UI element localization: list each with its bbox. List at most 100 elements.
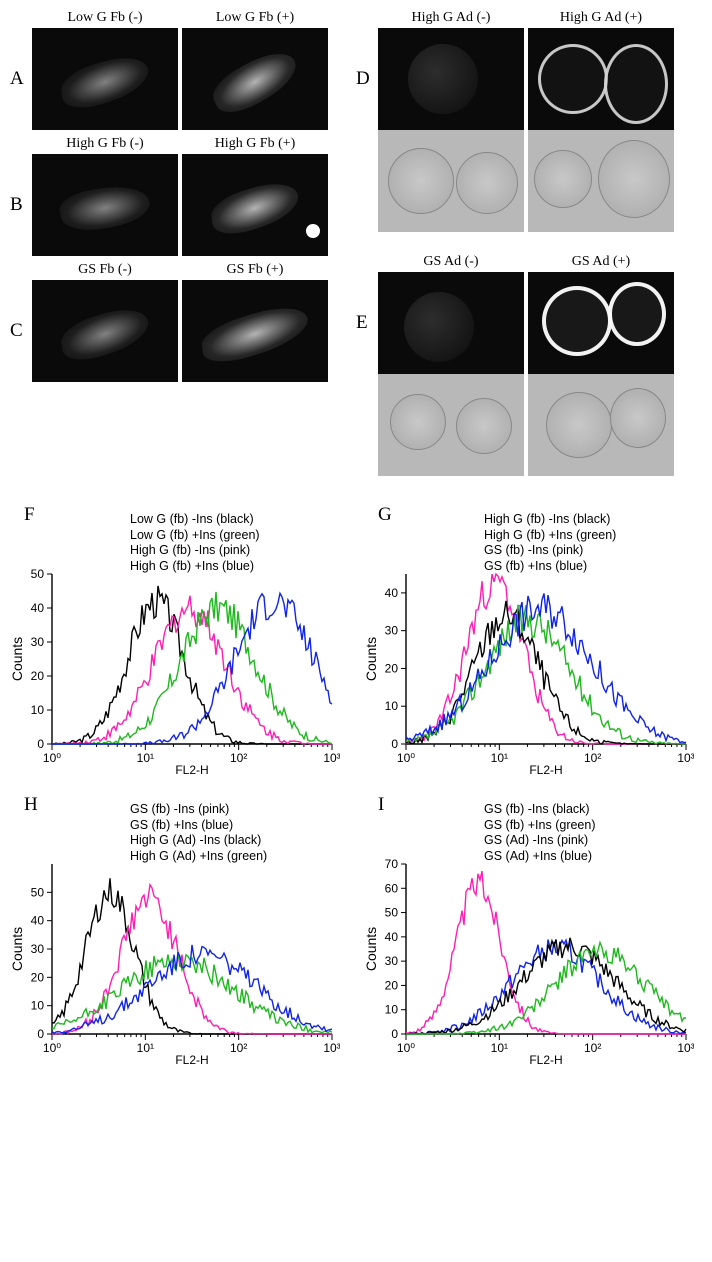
svg-text:10³: 10³ xyxy=(323,751,340,765)
panel-E-left-label: GS Ad (-) xyxy=(378,254,524,272)
svg-text:10: 10 xyxy=(31,999,45,1013)
svg-text:10³: 10³ xyxy=(323,1041,340,1055)
panel-E-fluor-neg xyxy=(378,272,524,374)
svg-text:10¹: 10¹ xyxy=(491,1041,508,1055)
panel-letter-A: A xyxy=(10,68,32,90)
svg-text:0: 0 xyxy=(37,737,44,751)
svg-text:10³: 10³ xyxy=(677,1041,694,1055)
panel-D-bright-neg xyxy=(378,130,524,232)
svg-text:70: 70 xyxy=(385,857,399,871)
panel-I: I GS (fb) -Ins (black)GS (fb) +Ins (gree… xyxy=(364,796,702,1066)
panel-C-left-label: GS Fb (-) xyxy=(32,262,178,280)
svg-text:40: 40 xyxy=(31,601,45,615)
panel-A-image-pos xyxy=(182,28,328,130)
panel-letter-I: I xyxy=(378,794,384,816)
svg-text:10: 10 xyxy=(31,703,45,717)
panel-G-legend: High G (fb) -Ins (black)High G (fb) +Ins… xyxy=(484,512,616,575)
svg-text:10¹: 10¹ xyxy=(137,751,154,765)
panel-H: H GS (fb) -Ins (pink)GS (fb) +Ins (blue)… xyxy=(10,796,348,1066)
svg-text:FL2-H: FL2-H xyxy=(175,1053,208,1066)
panel-B-left-label: High G Fb (-) xyxy=(32,136,178,154)
svg-text:20: 20 xyxy=(385,978,399,992)
panel-letter-C: C xyxy=(10,320,32,342)
svg-text:10¹: 10¹ xyxy=(491,751,508,765)
svg-text:10²: 10² xyxy=(584,751,601,765)
svg-text:40: 40 xyxy=(385,930,399,944)
panel-G: G High G (fb) -Ins (black)High G (fb) +I… xyxy=(364,506,702,776)
panel-A-image-neg xyxy=(32,28,178,130)
panel-A-group: Low G Fb (-) Low G Fb (+) A xyxy=(10,10,328,130)
panel-letter-B: B xyxy=(10,194,32,216)
svg-text:10⁰: 10⁰ xyxy=(397,751,415,765)
svg-text:20: 20 xyxy=(31,669,45,683)
svg-text:10²: 10² xyxy=(230,751,247,765)
svg-text:10⁰: 10⁰ xyxy=(43,751,61,765)
svg-text:50: 50 xyxy=(385,906,399,920)
panel-E-right-label: GS Ad (+) xyxy=(528,254,674,272)
microscopy-section: Low G Fb (-) Low G Fb (+) A xyxy=(10,10,702,476)
panel-H-legend: GS (fb) -Ins (pink)GS (fb) +Ins (blue)Hi… xyxy=(130,802,267,865)
panel-C-image-neg xyxy=(32,280,178,382)
panel-letter-E: E xyxy=(356,312,378,334)
svg-text:10¹: 10¹ xyxy=(137,1041,154,1055)
svg-text:0: 0 xyxy=(37,1027,44,1041)
svg-text:FL2-H: FL2-H xyxy=(529,763,562,776)
svg-text:10⁰: 10⁰ xyxy=(397,1041,415,1055)
svg-text:10²: 10² xyxy=(230,1041,247,1055)
svg-text:Counts: Counts xyxy=(10,637,25,681)
svg-text:10²: 10² xyxy=(584,1041,601,1055)
panel-B-right-label: High G Fb (+) xyxy=(182,136,328,154)
svg-text:Counts: Counts xyxy=(364,927,379,971)
svg-text:10⁰: 10⁰ xyxy=(43,1041,61,1055)
panel-E-group: GS Ad (-) GS Ad (+) E xyxy=(356,254,674,476)
svg-text:Counts: Counts xyxy=(364,637,379,681)
panel-D-fluor-neg xyxy=(378,28,524,130)
panel-letter-G: G xyxy=(378,504,392,526)
left-microscopy-column: Low G Fb (-) Low G Fb (+) A xyxy=(10,10,328,476)
svg-text:30: 30 xyxy=(385,954,399,968)
panel-F-legend: Low G (fb) -Ins (black)Low G (fb) +Ins (… xyxy=(130,512,260,575)
svg-text:30: 30 xyxy=(31,942,45,956)
panel-B-group: High G Fb (-) High G Fb (+) B xyxy=(10,136,328,256)
panel-D-left-label: High G Ad (-) xyxy=(378,10,524,28)
svg-text:FL2-H: FL2-H xyxy=(529,1053,562,1066)
panel-E-bright-neg xyxy=(378,374,524,476)
panel-A-left-label: Low G Fb (-) xyxy=(32,10,178,28)
panel-B-image-neg xyxy=(32,154,178,256)
svg-text:10³: 10³ xyxy=(677,751,694,765)
panel-C-right-label: GS Fb (+) xyxy=(182,262,328,280)
panel-E-bright-pos xyxy=(528,374,674,476)
panel-A-right-label: Low G Fb (+) xyxy=(182,10,328,28)
figure-root: Low G Fb (-) Low G Fb (+) A xyxy=(10,10,702,1066)
svg-text:0: 0 xyxy=(391,1027,398,1041)
svg-text:Counts: Counts xyxy=(10,927,25,971)
panel-letter-D: D xyxy=(356,68,378,90)
panel-D-group: High G Ad (-) High G Ad (+) D xyxy=(356,10,674,232)
panel-letter-F: F xyxy=(24,504,35,526)
svg-text:FL2-H: FL2-H xyxy=(175,763,208,776)
panel-letter-H: H xyxy=(24,794,38,816)
svg-text:30: 30 xyxy=(31,635,45,649)
panel-C-image-pos xyxy=(182,280,328,382)
panel-C-group: GS Fb (-) GS Fb (+) C xyxy=(10,262,328,382)
svg-text:40: 40 xyxy=(385,586,399,600)
svg-text:60: 60 xyxy=(385,881,399,895)
panel-D-right-label: High G Ad (+) xyxy=(528,10,674,28)
svg-text:20: 20 xyxy=(385,661,399,675)
svg-text:10: 10 xyxy=(385,1003,399,1017)
panel-I-legend: GS (fb) -Ins (black)GS (fb) +Ins (green)… xyxy=(484,802,596,865)
svg-text:40: 40 xyxy=(31,914,45,928)
svg-text:50: 50 xyxy=(31,567,45,581)
svg-text:20: 20 xyxy=(31,970,45,984)
panel-F: F Low G (fb) -Ins (black)Low G (fb) +Ins… xyxy=(10,506,348,776)
histogram-section: F Low G (fb) -Ins (black)Low G (fb) +Ins… xyxy=(10,506,702,1066)
panel-E-fluor-pos xyxy=(528,272,674,374)
svg-text:50: 50 xyxy=(31,885,45,899)
svg-text:0: 0 xyxy=(391,737,398,751)
panel-B-image-pos xyxy=(182,154,328,256)
right-microscopy-column: High G Ad (-) High G Ad (+) D xyxy=(356,10,674,476)
svg-text:10: 10 xyxy=(385,699,399,713)
panel-D-fluor-pos xyxy=(528,28,674,130)
panel-D-bright-pos xyxy=(528,130,674,232)
svg-text:30: 30 xyxy=(385,624,399,638)
